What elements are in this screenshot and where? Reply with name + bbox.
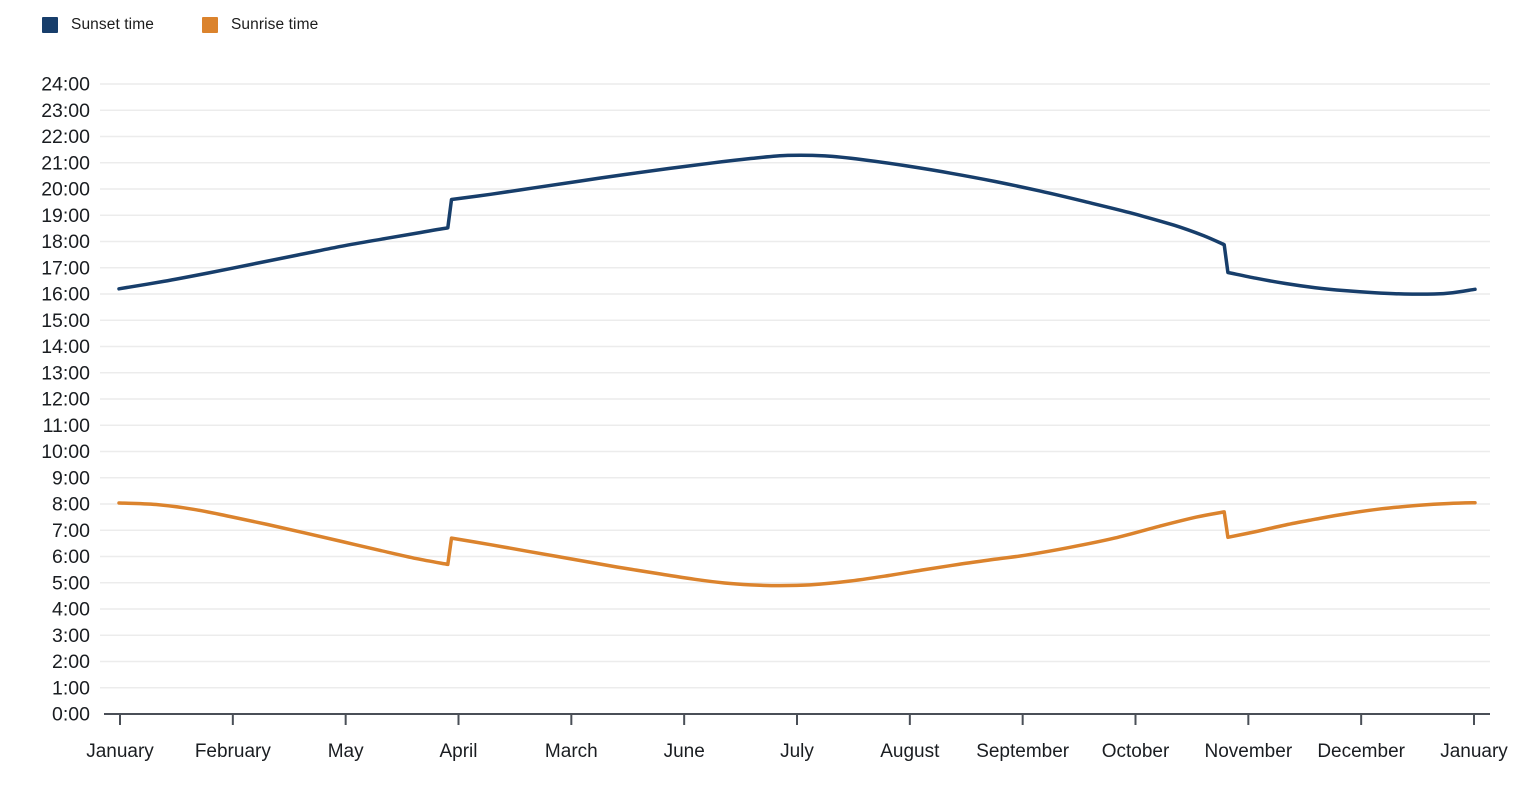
y-tick-label-14:00: 14:00 (41, 336, 90, 358)
y-tick-label-12:00: 12:00 (41, 389, 90, 411)
x-tick-label-1: February (195, 741, 272, 762)
y-tick-label-2:00: 2:00 (52, 651, 90, 673)
legend-label-sunrise: Sunrise time (230, 16, 319, 33)
y-tick-label-5:00: 5:00 (52, 572, 90, 594)
y-tick-label-10:00: 10:00 (41, 441, 90, 463)
y-tick-label-4:00: 4:00 (52, 599, 90, 621)
y-tick-label-16:00: 16:00 (41, 284, 90, 306)
x-tick-label-10: November (1205, 741, 1293, 762)
y-tick-label-3:00: 3:00 (52, 625, 90, 647)
y-tick-label-7:00: 7:00 (52, 520, 90, 542)
x-tick-label-11: December (1317, 741, 1405, 762)
x-tick-label-2: May (328, 741, 364, 762)
y-tick-label-19:00: 19:00 (41, 205, 90, 227)
x-tick-label-3: April (439, 741, 477, 762)
x-tick-label-4: March (545, 741, 598, 762)
x-tick-label-0: January (86, 741, 154, 762)
y-tick-label-13:00: 13:00 (41, 362, 90, 384)
x-tick-label-6: July (780, 741, 814, 762)
y-tick-label-11:00: 11:00 (43, 415, 91, 437)
y-tick-label-17:00: 17:00 (41, 257, 90, 279)
legend-item-sunset[interactable]: Sunset time (42, 16, 154, 34)
sunrise-swatch-icon (201, 17, 218, 33)
legend-item-sunrise[interactable]: Sunrise time (201, 16, 319, 34)
sunset-swatch-icon (42, 17, 58, 33)
x-tick-label-8: September (976, 741, 1070, 762)
sunrise-time-line (117, 500, 1477, 588)
y-tick-label-1:00: 1:00 (52, 677, 90, 699)
y-tick-label-23:00: 23:00 (41, 100, 90, 122)
x-tick-label-12: January (1440, 741, 1508, 762)
x-tick-label-7: August (880, 741, 940, 762)
x-tick-label-5: June (664, 741, 705, 762)
x-tick-label-9: October (1102, 741, 1170, 762)
y-tick-label-18:00: 18:00 (41, 231, 90, 253)
y-tick-label-0:00: 0:00 (52, 704, 90, 726)
chart-legend: Sunset time Sunrise time (42, 16, 318, 34)
y-tick-label-21:00: 21:00 (41, 152, 90, 174)
y-tick-label-15:00: 15:00 (41, 310, 90, 332)
y-tick-label-20:00: 20:00 (41, 179, 90, 201)
y-tick-label-6:00: 6:00 (52, 546, 90, 568)
sunset-time-line (117, 153, 1477, 296)
y-tick-label-22:00: 22:00 (41, 126, 90, 148)
y-tick-label-9:00: 9:00 (52, 467, 90, 489)
y-tick-label-24:00: 24:00 (41, 74, 90, 96)
y-tick-label-8:00: 8:00 (52, 494, 90, 516)
legend-label-sunset: Sunset time (71, 16, 154, 33)
